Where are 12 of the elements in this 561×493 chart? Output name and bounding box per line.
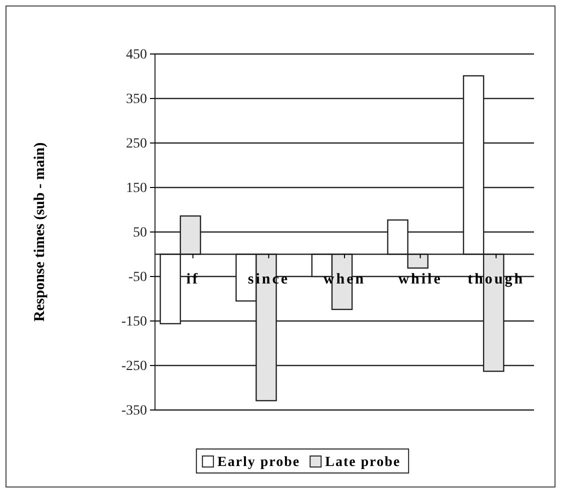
legend-label: Early probe bbox=[217, 455, 300, 470]
legend-label: Late probe bbox=[325, 455, 401, 470]
y-tick-label: 350 bbox=[126, 92, 147, 107]
y-tick-label: -250 bbox=[121, 358, 147, 374]
y-tick-label: 250 bbox=[126, 136, 147, 152]
y-tick-label: -350 bbox=[121, 403, 147, 418]
y-tick-label: 150 bbox=[126, 180, 147, 196]
y-tick-label: -50 bbox=[128, 270, 147, 285]
y-tick-label: -150 bbox=[121, 314, 147, 330]
y-axis-title: Response times (sub - main) bbox=[32, 142, 48, 322]
y-tick-label: 50 bbox=[133, 225, 147, 240]
y-tick-label: 450 bbox=[126, 47, 147, 62]
